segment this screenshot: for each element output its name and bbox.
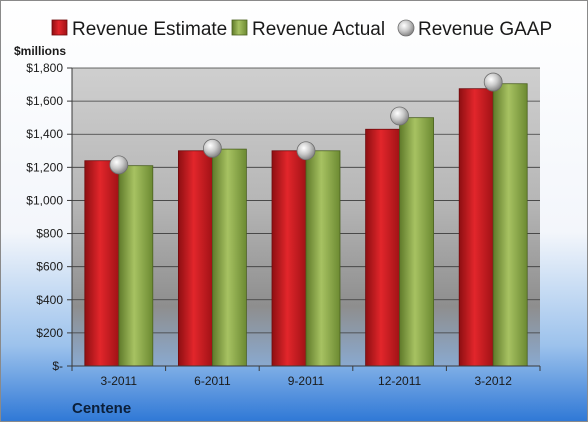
company-name: Centene [72,400,131,417]
y-tick-label: $1,800 [26,61,63,75]
y-axis: $- $200 $400 $600 $800 $1,000 $1,200 $1,400 $1,6… [26,61,73,373]
y-tick-label: $1,400 [26,127,63,141]
y-tick-label: $1,000 [26,193,63,207]
marker-revenue-gaap [483,72,503,92]
gaap-markers [109,72,503,175]
y-tick-label: $1,600 [26,94,63,108]
marker-revenue-gaap [390,106,410,126]
bars [84,83,528,367]
bar-revenue-estimate [458,88,494,367]
x-tick-label: 9-2011 [288,374,325,388]
bar-revenue-estimate [177,150,213,367]
y-tick-label: $800 [36,227,63,241]
x-axis: 3-2011 6-2011 9-2011 12-2011 3-2012 [71,365,541,388]
y-tick-label: $600 [36,260,63,274]
y-tick-label: $400 [36,293,63,307]
bar-revenue-estimate [271,150,307,367]
marker-revenue-gaap [109,155,129,175]
marker-revenue-gaap [202,138,222,158]
bar-revenue-actual [211,148,247,367]
y-tick-label: $- [52,359,63,373]
x-tick-label: 3-2011 [101,374,138,388]
legend-label: Revenue Estimate [72,19,227,40]
legend-label: Revenue GAAP [418,19,552,40]
legend: Revenue Estimate Revenue Actual Revenue GA… [51,19,552,40]
y-unit-label: $millions [14,44,66,58]
bar-revenue-actual [118,165,154,367]
marker-revenue-gaap [296,141,316,161]
bar-revenue-estimate [84,160,120,367]
legend-swatch-estimate [51,19,68,36]
y-tick-label: $1,200 [26,160,63,174]
x-tick-label: 3-2012 [475,374,513,388]
legend-swatch-actual [231,19,248,36]
bar-revenue-actual [305,150,341,367]
x-tick-label: 6-2011 [194,374,231,388]
bar-revenue-actual [399,117,435,367]
bar-revenue-estimate [365,128,401,367]
legend-label: Revenue Actual [252,19,385,40]
y-tick-label: $200 [36,326,63,340]
x-tick-label: 12-2011 [378,374,421,388]
bar-revenue-actual [492,83,528,367]
legend-swatch-gaap [397,19,415,37]
